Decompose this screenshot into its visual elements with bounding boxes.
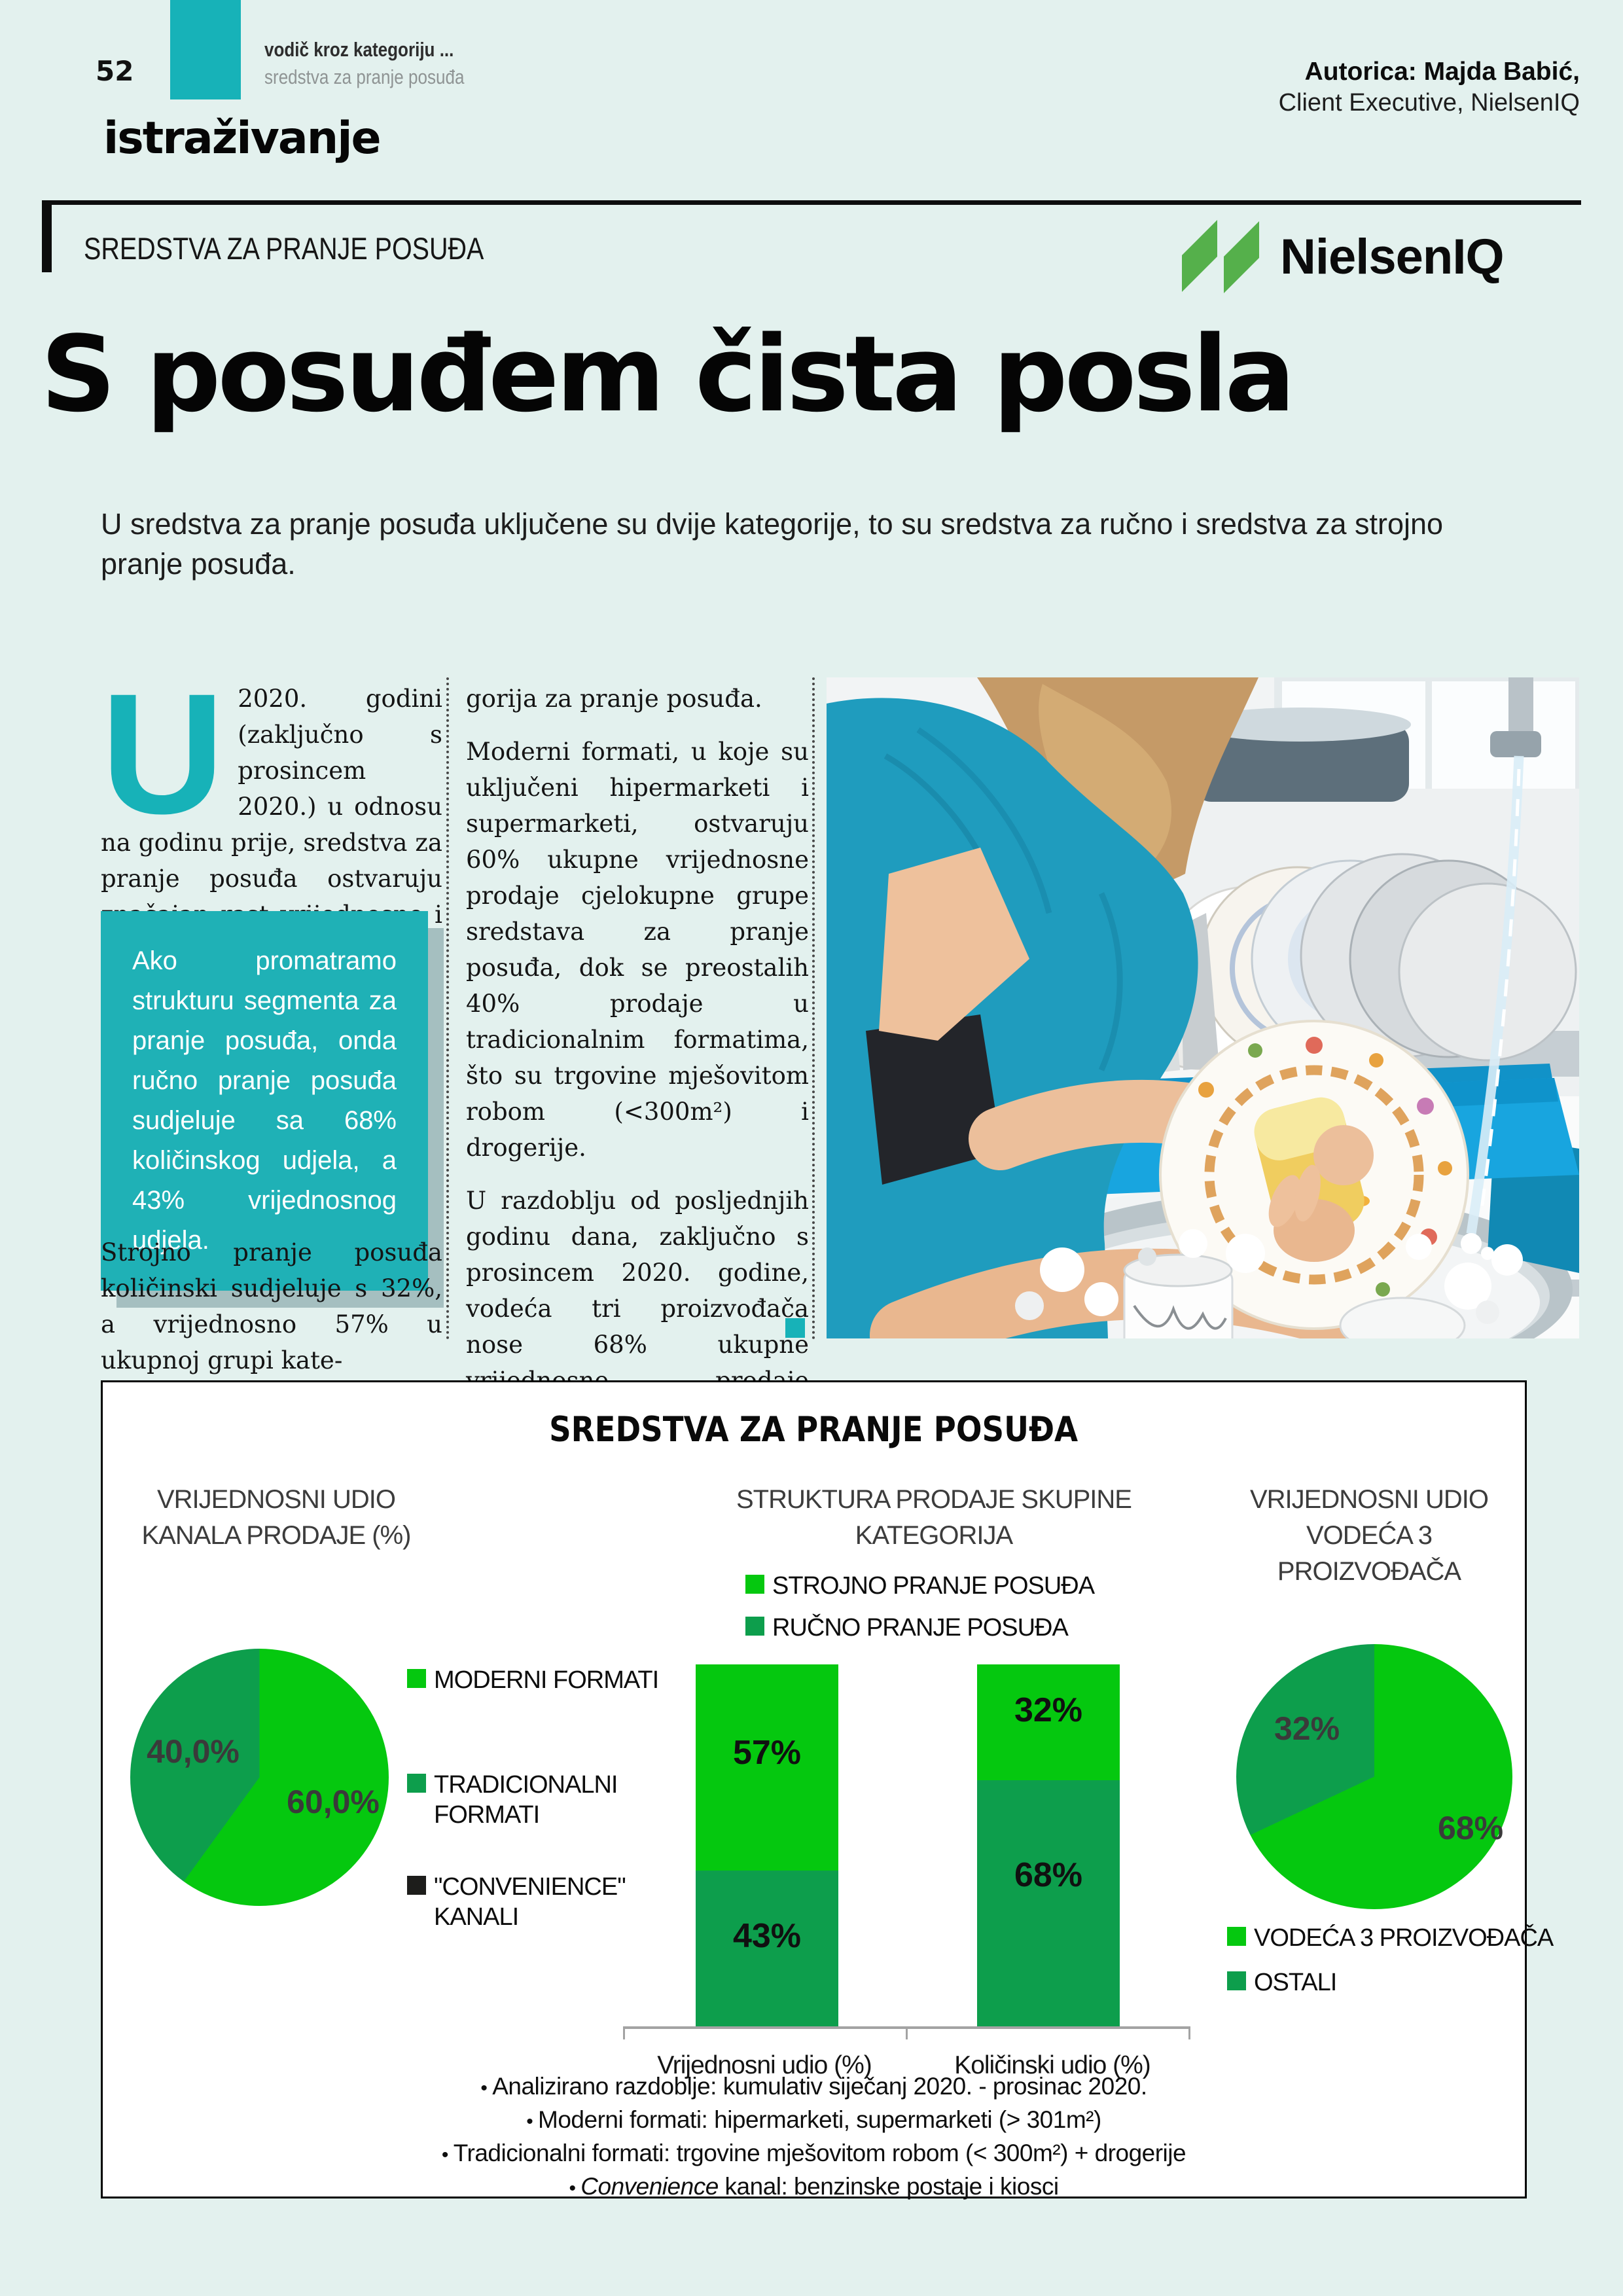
pie1-label-60: 60,0% — [287, 1784, 380, 1820]
bar-segment-strojno: 32% — [977, 1664, 1120, 1780]
header-rule-tick — [42, 200, 52, 272]
article-endmark — [785, 1318, 805, 1338]
author-block: Autorica: Majda Babić, Client Executive,… — [1279, 58, 1580, 117]
stacked-bar-kolicinski: 32% 68% — [977, 1664, 1120, 2026]
nielseniq-logo: NielsenIQ — [1182, 220, 1505, 293]
pie1-legend-moderni: MODERNI FORMATI — [407, 1665, 659, 1695]
column-divider-2 — [812, 677, 815, 1340]
bar-segment-rucno: 43% — [696, 1871, 838, 2026]
pie2-legend-vodeca: VODEĆA 3 PROIZVOĐAČA — [1227, 1923, 1554, 1953]
legend-swatch-dark-green — [407, 1774, 426, 1793]
callout-box: Ako promatramo strukturu segmenta za pra… — [101, 911, 428, 1291]
pie-chart-manufacturers — [1236, 1644, 1512, 1909]
pie-chart-channels — [130, 1649, 389, 1906]
pie1-legend-convenience: "CONVENIENCE" KANALI — [407, 1872, 626, 1932]
bar-legend-rucno: RUČNO PRANJE POSUĐA — [745, 1613, 1069, 1643]
chart-panel-title: SREDSTVA ZA PRANJE POSUĐA — [549, 1410, 1079, 1450]
page-number: 52 — [96, 55, 134, 87]
footnote-line: Moderni formati: hipermarketi, supermark… — [103, 2104, 1525, 2138]
strap-title: SREDSTVA ZA PRANJE POSUĐA — [84, 231, 484, 266]
stacked-bar-vrijednosni: 57% 43% — [696, 1664, 838, 2026]
dropcap: U — [101, 658, 225, 850]
article-col2-p0: gorija za pranje posuđa. — [466, 685, 762, 713]
legend-swatch-dark-green — [745, 1617, 764, 1636]
callout-text: Ako promatramo strukturu segmenta za pra… — [132, 946, 397, 1255]
article-col2-p1: Moderni formati, u koje su uključeni hip… — [466, 738, 809, 1162]
axis-tick — [1188, 2026, 1190, 2039]
author-role: Client Executive, NielsenIQ — [1278, 89, 1580, 117]
pie1-label-40: 40,0% — [147, 1733, 240, 1770]
chart-footnotes: Analizirano razdoblje: kumulativ siječan… — [103, 2071, 1525, 2204]
legend-swatch-dark-green — [1227, 1971, 1246, 1990]
footnote-line: Tradicionalni formati: trgovine mješovit… — [103, 2138, 1525, 2171]
bar-segment-strojno: 57% — [696, 1664, 838, 1871]
pie2-label-68: 68% — [1437, 1810, 1504, 1846]
legend-swatch-bright-green — [1227, 1927, 1246, 1946]
article-col1-p2: Strojno pranje posuđa količinski sudjelu… — [101, 1238, 442, 1374]
pie2-label-32: 32% — [1274, 1710, 1340, 1747]
pie2-legend-ostali: OSTALI — [1227, 1967, 1337, 1998]
pie1-legend-tradicionalni: TRADICIONALNI FORMATI — [407, 1770, 618, 1830]
photo-woman-washing-dishes — [827, 677, 1579, 1338]
kicker: vodič kroz kategoriju ... sredstva za pr… — [264, 38, 503, 89]
header-teal-block — [170, 0, 241, 99]
legend-swatch-bright-green — [745, 1575, 764, 1594]
chart-panel: SREDSTVA ZA PRANJE POSUĐA VRIJEDNOSNI UD… — [101, 1380, 1554, 2200]
headline: S posuđem čista posla — [41, 313, 1296, 435]
kitchen-photo-illustration — [827, 677, 1579, 1338]
axis-tick — [906, 2026, 908, 2039]
intro: U sredstva za pranje posuđa uključene su… — [101, 507, 1444, 581]
section-title: istraživanje — [103, 113, 382, 164]
footnote-line: Convenience kanal: benzinske postaje i k… — [103, 2171, 1525, 2204]
legend-swatch-bright-green — [407, 1669, 426, 1688]
nielseniq-logo-icon — [1182, 220, 1259, 293]
footnote-line: Analizirano razdoblje: kumulativ siječan… — [103, 2071, 1525, 2104]
nielseniq-logo-text: NielsenIQ — [1280, 228, 1505, 285]
pie2-title: VRIJEDNOSNI UDIO VODEĆA 3 PROIZVOĐAČA — [1249, 1485, 1489, 1586]
legend-swatch-black — [407, 1876, 426, 1895]
kicker-line1: vodič kroz kategoriju ... — [264, 38, 454, 61]
header-rule — [42, 200, 1581, 205]
column-divider-1 — [446, 677, 449, 1340]
bar-title: STRUKTURA PRODAJE SKUPINE KATEGORIJA — [736, 1485, 1132, 1550]
axis-tick — [623, 2026, 625, 2039]
author-name: Autorica: Majda Babić, — [1304, 58, 1580, 86]
bar-segment-rucno: 68% — [977, 1780, 1120, 2026]
kicker-line2: sredstva za pranje posuđa — [264, 65, 465, 88]
bar-legend-strojno: STROJNO PRANJE POSUĐA — [745, 1571, 1095, 1601]
pie1-title: VRIJEDNOSNI UDIO KANALA PRODAJE (%) — [141, 1485, 411, 1550]
